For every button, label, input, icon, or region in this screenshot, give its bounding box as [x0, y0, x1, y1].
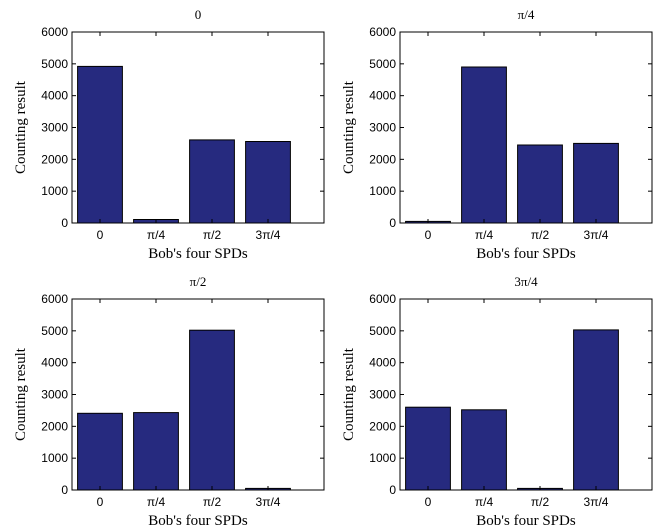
y-axis-label: Counting result	[13, 347, 29, 441]
y-tick-label: 0	[61, 216, 68, 230]
bar-2-1	[133, 412, 179, 491]
x-tick-label: 3π/4	[584, 495, 609, 509]
y-tick-label: 3000	[369, 121, 396, 135]
y-tick-label: 5000	[369, 324, 396, 338]
bar-1-2	[517, 144, 563, 224]
bar-1-3	[573, 142, 619, 224]
y-tick-label: 4000	[41, 356, 68, 370]
y-tick-label: 1000	[41, 451, 68, 465]
y-tick-label: 5000	[369, 57, 396, 71]
y-tick-label: 4000	[41, 89, 68, 103]
y-tick-label: 6000	[369, 25, 396, 39]
bar-2-2	[189, 329, 235, 491]
x-tick-label: π/4	[475, 228, 494, 242]
x-tick-label: 3π/4	[584, 228, 609, 242]
y-tick-label: 2000	[41, 152, 68, 166]
chart-panel-1: 0 1000 2000 3000 4000 5000 6000 0 π/4 π/2 3π/4 π/4 B…	[341, 7, 653, 262]
x-tick-label: π/4	[147, 228, 166, 242]
chart-title: π/2	[190, 274, 207, 289]
x-tick-label: 0	[425, 495, 432, 509]
y-tick-label: 3000	[41, 388, 68, 402]
x-tick-label: π/2	[531, 495, 550, 509]
y-tick-label: 4000	[369, 89, 396, 103]
x-tick-label: π/2	[531, 228, 550, 242]
x-axis-label: Bob's four SPDs	[476, 246, 576, 262]
y-tick-label: 5000	[41, 324, 68, 338]
y-tick-label: 6000	[41, 25, 68, 39]
y-tick-label: 1000	[41, 184, 68, 198]
y-tick-label: 3000	[369, 388, 396, 402]
x-tick-label: 3π/4	[256, 228, 281, 242]
y-tick-label: 1000	[369, 184, 396, 198]
chart-panel-0: 0 1000 2000 3000 4000 5000 6000 0 π/4 π/2 3π/4 0 Bob…	[13, 7, 325, 262]
x-axis-label: Bob's four SPDs	[148, 246, 248, 262]
bar-0-3	[245, 141, 291, 224]
chart-panel-2: 0 1000 2000 3000 4000 5000 6000 0 π/4 π/2 3π/4 π/2 B…	[13, 274, 325, 529]
x-tick-label: π/2	[203, 495, 222, 509]
bar-3-0	[405, 406, 451, 491]
x-tick-label: 3π/4	[256, 495, 281, 509]
x-tick-label: π/4	[475, 495, 494, 509]
chart-panel-3: 0 1000 2000 3000 4000 5000 6000 0 π/4 π/2 3π/4 3π/4…	[341, 274, 653, 529]
y-tick-label: 5000	[41, 57, 68, 71]
bar-0-2	[189, 139, 235, 224]
y-tick-label: 6000	[41, 292, 68, 306]
chart-title: π/4	[518, 7, 535, 22]
x-tick-label: π/4	[147, 495, 166, 509]
bar-2-0	[77, 412, 123, 491]
bar-3-3	[573, 329, 619, 491]
bar-3-1	[461, 409, 507, 491]
chart-title: 0	[195, 7, 202, 22]
chart-title: 3π/4	[514, 274, 538, 289]
y-tick-label: 2000	[369, 152, 396, 166]
y-tick-label: 6000	[369, 292, 396, 306]
x-axis-label: Bob's four SPDs	[476, 513, 576, 529]
bar-0-0	[77, 65, 123, 224]
y-tick-label: 2000	[41, 419, 68, 433]
y-tick-label: 0	[61, 483, 68, 497]
y-tick-label: 0	[389, 216, 396, 230]
y-axis-label: Counting result	[341, 347, 357, 441]
x-axis-label: Bob's four SPDs	[148, 513, 248, 529]
y-axis-label: Counting result	[341, 80, 357, 174]
y-tick-label: 0	[389, 483, 396, 497]
y-axis-label: Counting result	[13, 80, 29, 174]
bar-1-1	[461, 66, 507, 224]
x-tick-label: 0	[97, 228, 104, 242]
y-tick-label: 1000	[369, 451, 396, 465]
x-tick-label: 0	[425, 228, 432, 242]
y-tick-label: 2000	[369, 419, 396, 433]
x-tick-label: π/2	[203, 228, 222, 242]
y-tick-label: 3000	[41, 121, 68, 135]
x-tick-label: 0	[97, 495, 104, 509]
y-tick-label: 4000	[369, 356, 396, 370]
